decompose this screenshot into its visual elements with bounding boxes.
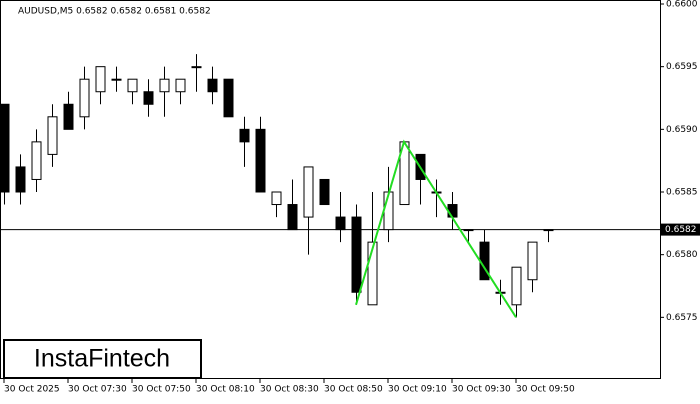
logo-box	[3, 339, 202, 379]
candle-body	[271, 191, 282, 206]
price-label-box	[661, 223, 700, 236]
candle-body	[15, 166, 26, 193]
plot-frame	[0, 0, 661, 379]
candle-body	[47, 116, 58, 155]
candle-body	[95, 66, 106, 93]
x-tick-label: 30 Oct 07:50	[132, 385, 191, 395]
x-tick-label: 30 Oct 08:10	[196, 385, 255, 395]
x-tick-label: 30 Oct 09:10	[388, 385, 447, 395]
y-tick-label: 0.6575	[666, 313, 698, 323]
candle-body	[287, 204, 298, 231]
candle-body	[527, 241, 538, 281]
logo: InstaFintech	[34, 345, 170, 373]
candle-body	[31, 141, 42, 180]
candle-body	[111, 78, 122, 81]
price-label: 0.6582	[665, 225, 697, 235]
candle-body	[175, 78, 186, 93]
y-tick-label: 0.6585	[666, 188, 698, 198]
y-tick-label: 0.6580	[666, 250, 698, 260]
candle-body	[0, 103, 10, 193]
y-tick-label: 0.6590	[666, 125, 698, 135]
candle-body	[351, 216, 362, 293]
candle-body	[447, 204, 458, 218]
candle-body	[127, 78, 138, 93]
x-tick-label: 30 Oct 09:30	[452, 385, 511, 395]
candle-body	[79, 78, 90, 118]
candle-body	[319, 178, 330, 206]
chart-title: AUDUSD,M5 0.6582 0.6582 0.6581 0.6582	[18, 7, 211, 17]
candle-body	[255, 128, 266, 193]
x-tick-label: 30 Oct 08:30	[260, 385, 319, 395]
x-tick-label: 30 Oct 2025	[4, 385, 60, 395]
candle-body	[143, 91, 154, 105]
x-tick-label: 30 Oct 09:50	[516, 385, 575, 395]
candle-body	[543, 229, 554, 232]
x-tick-label: 30 Oct 08:50	[324, 385, 383, 395]
candle-body	[191, 66, 202, 69]
y-tick-label: 0.6595	[666, 62, 698, 72]
candle-body	[207, 78, 218, 93]
candle-body	[463, 229, 474, 232]
y-tick-label: 0.6600	[666, 0, 698, 10]
candle-body	[159, 78, 170, 93]
candle-body	[511, 266, 522, 306]
x-tick-label: 30 Oct 07:30	[68, 385, 127, 395]
pattern-line	[355, 139, 517, 318]
candle-body	[239, 128, 250, 143]
candle-body	[303, 166, 314, 218]
candle-body	[63, 103, 74, 130]
candle-body	[367, 241, 378, 306]
candle-body	[335, 216, 346, 231]
candle-body	[223, 78, 234, 118]
